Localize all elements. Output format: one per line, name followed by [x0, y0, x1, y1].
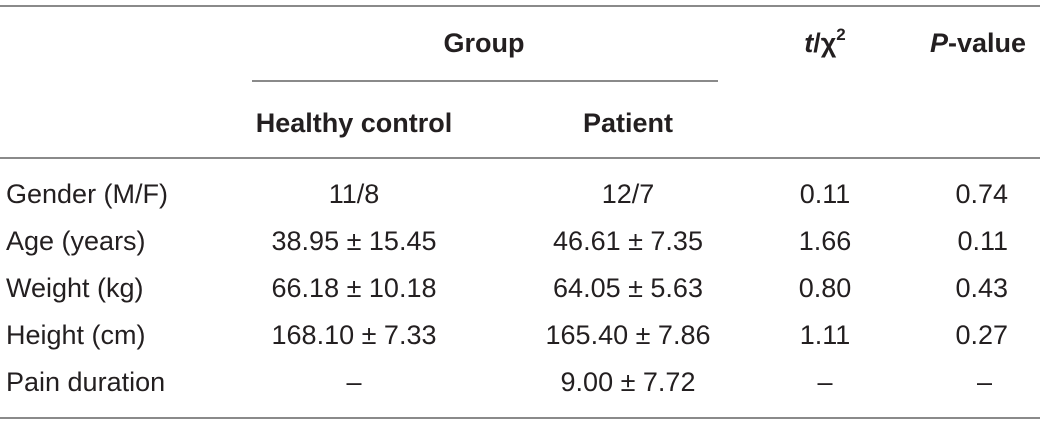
row-label: Height (cm)	[6, 320, 146, 350]
healthy-value: 38.95 ± 15.45	[271, 226, 437, 256]
patient-value: 9.00 ± 7.72	[560, 367, 696, 397]
header-rule	[0, 157, 1040, 159]
stat-value: 1.66	[798, 226, 852, 256]
patient-value: 165.40 ± 7.86	[545, 320, 711, 350]
healthy-value: 168.10 ± 7.33	[271, 320, 437, 350]
p-value: 0.11	[957, 226, 1008, 256]
p-value-header: P-value	[930, 30, 1026, 57]
patient-value: 64.05 ± 5.63	[553, 273, 703, 303]
patient-value: 12/7	[601, 179, 655, 209]
p-value: 0.43	[955, 273, 1008, 303]
p-value-suffix: -value	[947, 28, 1027, 58]
row-label: Gender (M/F)	[6, 179, 169, 209]
top-rule	[0, 5, 1040, 7]
row-label: Weight (kg)	[6, 273, 144, 303]
patient-header: Patient	[582, 108, 674, 138]
healthy-control-header: Healthy control	[255, 108, 453, 138]
row-label: Age (years)	[6, 226, 146, 256]
p-value: –	[976, 367, 992, 397]
row-label: Pain duration	[6, 367, 166, 397]
group-header: Group	[443, 28, 525, 58]
chi-symbol: /χ	[813, 28, 837, 58]
p-value: 0.27	[955, 320, 1008, 350]
healthy-value: 11/8	[328, 179, 380, 209]
patient-value: 46.61 ± 7.35	[553, 226, 703, 256]
group-rule	[252, 80, 718, 82]
stat-value: 0.11	[799, 179, 851, 209]
t-symbol: t	[804, 28, 814, 58]
stat-value: –	[817, 367, 833, 397]
healthy-value: 66.18 ± 10.18	[271, 273, 437, 303]
p-value: 0.74	[955, 179, 1008, 209]
bottom-rule	[0, 417, 1040, 419]
p-symbol: P	[929, 28, 948, 58]
chi-superscript: 2	[836, 25, 846, 44]
t-chi-square-header: t/χ2	[804, 26, 846, 58]
stat-value: 1.11	[799, 320, 851, 350]
stat-value: 0.80	[798, 273, 852, 303]
healthy-value: –	[346, 367, 362, 397]
